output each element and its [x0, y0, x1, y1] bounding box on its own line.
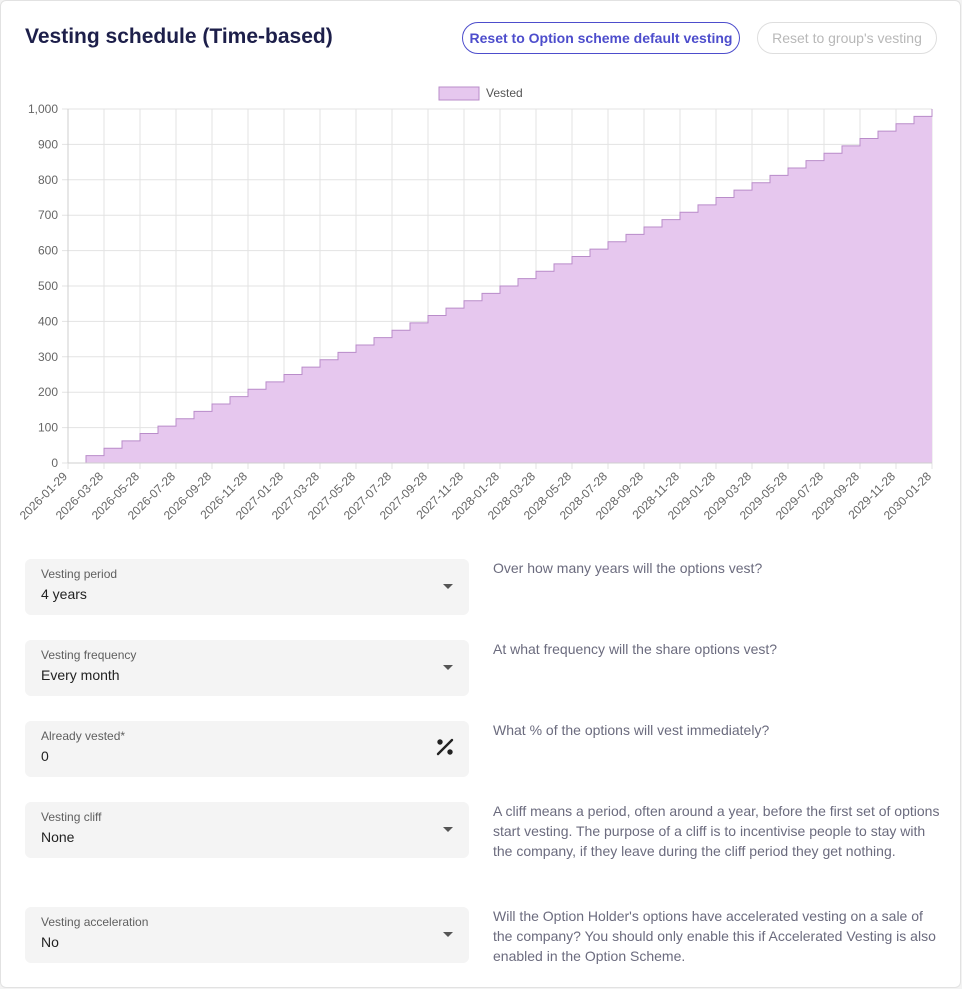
legend-swatch [438, 86, 480, 101]
already-vested-help: What % of the options will vest immediat… [493, 722, 770, 738]
reset-group-vesting-button[interactable]: Reset to group's vesting [757, 22, 937, 54]
dropdown-arrow-icon [443, 584, 453, 589]
y-tick-label: 0 [51, 456, 58, 470]
y-tick-label: 1,000 [28, 102, 58, 116]
dropdown-arrow-icon [443, 827, 453, 832]
already-vested-value: 0 [41, 748, 49, 764]
y-tick-label: 600 [38, 244, 58, 258]
vesting-period-select[interactable]: Vesting period 4 years [25, 559, 469, 615]
vesting-cliff-value: None [41, 829, 75, 845]
y-tick-label: 700 [38, 208, 58, 222]
legend-label: Vested [486, 86, 523, 100]
already-vested-input[interactable]: Already vested* 0 [25, 721, 469, 777]
vesting-acceleration-label: Vesting acceleration [41, 915, 149, 929]
vesting-period-value: 4 years [41, 586, 87, 602]
y-tick-label: 800 [38, 173, 58, 187]
y-tick-label: 100 [38, 421, 58, 435]
y-tick-label: 200 [38, 385, 58, 399]
already-vested-label: Already vested* [41, 729, 126, 743]
vesting-frequency-value: Every month [41, 667, 120, 683]
vesting-chart: 01002003004005006007008009001,0002026-01… [17, 86, 935, 523]
vesting-frequency-help: At what frequency will the share options… [493, 641, 778, 657]
dropdown-arrow-icon [443, 665, 453, 670]
vested-line [68, 109, 933, 464]
y-tick-label: 900 [38, 137, 58, 151]
vesting-frequency-label: Vesting frequency [41, 648, 137, 662]
vesting-cliff-help: A cliff means a period, often around a y… [493, 803, 940, 859]
dropdown-arrow-icon [443, 932, 453, 937]
page-title: Vesting schedule (Time-based) [25, 25, 333, 48]
vesting-acceleration-help: Will the Option Holder's options have ac… [493, 908, 936, 964]
vesting-period-help: Over how many years will the options ves… [493, 560, 763, 576]
vesting-acceleration-select[interactable]: Vesting acceleration No [25, 907, 469, 963]
vesting-frequency-select[interactable]: Vesting frequency Every month [25, 640, 469, 696]
vesting-acceleration-value: No [41, 934, 59, 950]
y-tick-label: 400 [38, 314, 58, 328]
y-tick-label: 500 [38, 279, 58, 293]
y-tick-label: 300 [38, 350, 58, 364]
vesting-cliff-label: Vesting cliff [41, 810, 102, 824]
vesting-cliff-select[interactable]: Vesting cliff None [25, 802, 469, 858]
percent-icon [436, 738, 454, 756]
reset-scheme-vesting-button[interactable]: Reset to Option scheme default vesting [462, 22, 740, 54]
vesting-period-label: Vesting period [41, 567, 118, 581]
